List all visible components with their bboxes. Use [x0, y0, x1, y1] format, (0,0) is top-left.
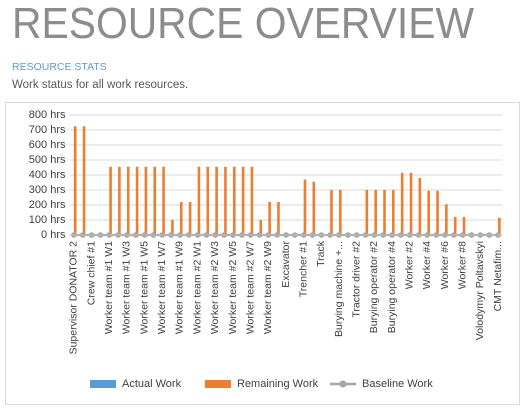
bar	[153, 166, 157, 235]
x-tick-label: Track	[315, 240, 327, 267]
bar	[330, 190, 333, 235]
bar	[109, 166, 112, 235]
bar	[462, 217, 466, 235]
y-tick-label: 100 hrs	[29, 214, 66, 226]
x-tick-label: Worker team #2 W5	[227, 241, 239, 334]
bar	[445, 204, 448, 235]
x-tick-label: Burying operator #4	[386, 241, 398, 333]
bar	[118, 166, 121, 235]
bar	[241, 166, 245, 235]
x-tick-label: Crew chief #1	[85, 241, 97, 305]
x-tick-label: Worker #4	[421, 241, 433, 289]
bar	[206, 166, 210, 235]
bar	[409, 172, 413, 235]
section-title: RESOURCE STATS	[12, 61, 107, 73]
x-tick-label: Worker #8	[457, 241, 469, 289]
bar	[374, 190, 377, 235]
bar	[312, 181, 316, 235]
x-tick-label: Worker team #2 W9	[262, 241, 274, 334]
bar	[427, 190, 430, 235]
x-tick-label: Worker #2	[403, 241, 415, 289]
x-tick-label: Worker #6	[439, 241, 451, 289]
bar	[250, 166, 254, 235]
bar	[339, 190, 342, 235]
x-tick-label: Burying operator #2	[368, 241, 380, 333]
bar	[418, 178, 422, 235]
bar	[277, 202, 280, 235]
bar	[188, 202, 192, 235]
legend-label: Actual Work	[122, 378, 182, 390]
legend-label: Baseline Work	[362, 378, 433, 390]
x-tick-label: Worker team #1 W7	[156, 241, 168, 334]
legend-marker	[339, 380, 347, 388]
bar	[400, 172, 404, 235]
bar	[303, 179, 307, 235]
x-tick-label: CMT Netafim...	[492, 241, 504, 311]
x-tick-label: Excavator	[280, 240, 292, 287]
x-tick-label: Volodymyr Poltavskyi	[474, 241, 486, 340]
x-tick-label: Worker team #1 W5	[138, 241, 150, 334]
bar	[179, 202, 183, 235]
bar	[144, 166, 148, 235]
y-tick-label: 500 hrs	[29, 154, 66, 166]
bar	[232, 166, 236, 235]
bar	[162, 166, 165, 235]
bar	[436, 190, 439, 235]
y-tick-label: 0 hrs	[41, 229, 66, 241]
legend-swatch	[90, 380, 116, 388]
bar	[453, 217, 457, 235]
bar	[215, 166, 218, 235]
bar	[73, 126, 77, 235]
x-tick-label: Trencher #1	[297, 241, 309, 297]
bar	[268, 202, 271, 235]
x-tick-label: Burying machine +...	[333, 241, 345, 337]
x-tick-label: Supervisor DONATOR 2	[68, 241, 80, 355]
y-tick-label: 700 hrs	[29, 124, 66, 136]
bar	[82, 126, 86, 235]
bar	[392, 190, 395, 235]
page-title: RESOURCE OVERVIEW	[12, 0, 474, 48]
legend-swatch	[205, 380, 231, 388]
bar	[171, 220, 174, 235]
x-tick-label: Worker team #2 W7	[244, 241, 256, 334]
bar	[135, 166, 139, 235]
x-tick-label: Worker team #1 W9	[174, 241, 186, 334]
x-tick-label: Worker team #2 W3	[209, 241, 221, 334]
y-tick-label: 400 hrs	[29, 169, 66, 181]
y-tick-label: 800 hrs	[29, 109, 66, 121]
y-tick-label: 300 hrs	[29, 184, 66, 196]
x-tick-label: Tractor driver #2	[350, 241, 362, 318]
bar	[383, 190, 386, 235]
bar	[126, 166, 130, 235]
y-tick-label: 200 hrs	[29, 199, 66, 211]
x-tick-label: Worker team #2 W1	[191, 241, 203, 334]
y-tick-label: 600 hrs	[29, 139, 66, 151]
bar	[197, 166, 201, 235]
bar	[498, 217, 501, 235]
chart-frame	[5, 102, 520, 405]
bar	[365, 190, 369, 235]
bar	[224, 166, 227, 235]
bar	[259, 220, 263, 235]
x-tick-label: Worker team #1 W3	[121, 241, 133, 334]
x-tick-label: Worker team #1 W1	[103, 241, 115, 334]
legend-label: Remaining Work	[237, 378, 319, 390]
subtitle: Work status for all work resources.	[12, 79, 188, 91]
